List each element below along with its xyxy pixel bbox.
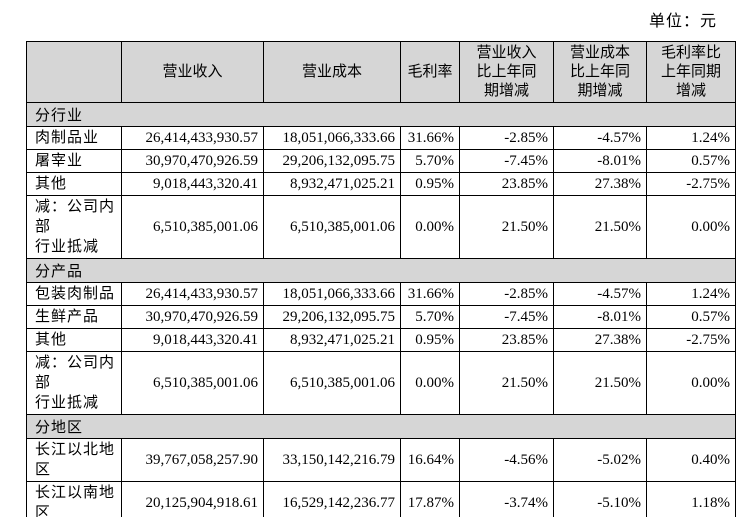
cell-cost: 29,206,132,095.75 <box>263 149 401 173</box>
cell-revenue-change: -3.74% <box>459 481 554 517</box>
row-label: 其他 <box>26 328 122 352</box>
cell-revenue-change: 23.85% <box>459 172 554 196</box>
cell-revenue: 6,510,385,001.06 <box>121 351 264 415</box>
cell-margin: 31.66% <box>400 282 460 306</box>
cell-margin: 0.95% <box>400 172 460 196</box>
cell-margin-change: 0.57% <box>646 149 736 173</box>
cell-cost: 6,510,385,001.06 <box>263 195 401 259</box>
table-row: 减：公司内部 行业抵减 6,510,385,001.06 6,510,385,001… <box>26 195 736 259</box>
cell-margin: 0.00% <box>400 351 460 415</box>
cell-revenue-change: 23.85% <box>459 328 554 352</box>
cell-cost: 29,206,132,095.75 <box>263 305 401 329</box>
cell-cost-change: 27.38% <box>553 328 647 352</box>
table-row: 其他 9,018,443,320.41 8,932,471,025.21 0.95% 2… <box>26 172 736 196</box>
row-label: 长江以北地区 <box>26 438 122 482</box>
segment-financial-table: 营业收入 营业成本 毛利率 营业收入 比上年同 期增减 营业成本 比上年同 期增… <box>26 41 736 517</box>
table-row: 生鲜产品 30,970,470,926.59 29,206,132,095.75 5.… <box>26 305 736 329</box>
row-label: 肉制品业 <box>26 126 122 150</box>
cell-cost-change: 21.50% <box>553 351 647 415</box>
unit-label: 单位：元 <box>648 13 717 30</box>
cell-cost: 6,510,385,001.06 <box>263 351 401 415</box>
cell-cost: 18,051,066,333.66 <box>263 282 401 306</box>
cell-revenue-change: 21.50% <box>459 195 554 259</box>
section-row: 分行业 <box>26 102 736 127</box>
table-row: 减：公司内部 行业抵减 6,510,385,001.06 6,510,385,001… <box>26 351 736 415</box>
cell-margin-change: -2.75% <box>646 172 736 196</box>
cell-margin: 0.00% <box>400 195 460 259</box>
table-row: 包装肉制品 26,414,433,930.57 18,051,066,333.66 3… <box>26 282 736 306</box>
cell-margin-change: 0.40% <box>646 438 736 482</box>
row-label: 其他 <box>26 172 122 196</box>
cell-revenue: 30,970,470,926.59 <box>121 305 264 329</box>
table-body: 分行业 肉制品业 26,414,433,930.57 18,051,066,333.6… <box>26 102 736 517</box>
cell-margin: 16.64% <box>400 438 460 482</box>
section-title: 分地区 <box>26 414 736 439</box>
section-title: 分产品 <box>26 258 736 283</box>
table-header: 营业收入 营业成本 毛利率 营业收入 比上年同 期增减 营业成本 比上年同 期增… <box>26 41 736 103</box>
row-label: 减：公司内部 行业抵减 <box>26 195 122 259</box>
cell-margin: 17.87% <box>400 481 460 517</box>
header-margin-change: 毛利率比 上年同期 增减 <box>646 41 736 103</box>
cell-cost-change: -5.10% <box>553 481 647 517</box>
header-margin: 毛利率 <box>400 41 460 103</box>
cell-revenue-change: -4.56% <box>459 438 554 482</box>
cell-revenue-change: -7.45% <box>459 149 554 173</box>
cell-revenue: 39,767,058,257.90 <box>121 438 264 482</box>
cell-margin: 0.95% <box>400 328 460 352</box>
cell-cost-change: 21.50% <box>553 195 647 259</box>
cell-cost-change: -4.57% <box>553 126 647 150</box>
cell-revenue-change: 21.50% <box>459 351 554 415</box>
cell-revenue: 9,018,443,320.41 <box>121 172 264 196</box>
cell-cost: 33,150,142,216.79 <box>263 438 401 482</box>
cell-revenue: 6,510,385,001.06 <box>121 195 264 259</box>
cell-cost-change: 27.38% <box>553 172 647 196</box>
cell-margin-change: 0.00% <box>646 195 736 259</box>
row-label: 长江以南地区 <box>26 481 122 517</box>
table-row: 屠宰业 30,970,470,926.59 29,206,132,095.75 5.7… <box>26 149 736 173</box>
table-row: 其他 9,018,443,320.41 8,932,471,025.21 0.95% 2… <box>26 328 736 352</box>
cell-revenue-change: -2.85% <box>459 282 554 306</box>
table-row: 长江以北地区 39,767,058,257.90 33,150,142,216.79… <box>26 438 736 482</box>
cell-cost-change: -8.01% <box>553 149 647 173</box>
row-label: 屠宰业 <box>26 149 122 173</box>
row-label: 减：公司内部 行业抵减 <box>26 351 122 415</box>
cell-cost-change: -8.01% <box>553 305 647 329</box>
cell-margin-change: 0.00% <box>646 351 736 415</box>
section-row: 分地区 <box>26 414 736 439</box>
cell-cost: 8,932,471,025.21 <box>263 328 401 352</box>
cell-cost: 18,051,066,333.66 <box>263 126 401 150</box>
header-revenue: 营业收入 <box>121 41 264 103</box>
table-row: 长江以南地区 20,125,904,918.61 16,529,142,236.77… <box>26 481 736 517</box>
cell-revenue: 30,970,470,926.59 <box>121 149 264 173</box>
cell-revenue: 26,414,433,930.57 <box>121 126 264 150</box>
cell-margin: 5.70% <box>400 149 460 173</box>
cell-revenue-change: -2.85% <box>459 126 554 150</box>
cell-revenue: 9,018,443,320.41 <box>121 328 264 352</box>
cell-cost-change: -5.02% <box>553 438 647 482</box>
cell-revenue: 20,125,904,918.61 <box>121 481 264 517</box>
header-row: 营业收入 营业成本 毛利率 营业收入 比上年同 期增减 营业成本 比上年同 期增… <box>26 41 736 103</box>
cell-margin: 5.70% <box>400 305 460 329</box>
header-revenue-change: 营业收入 比上年同 期增减 <box>459 41 554 103</box>
cell-cost-change: -4.57% <box>553 282 647 306</box>
cell-revenue: 26,414,433,930.57 <box>121 282 264 306</box>
cell-revenue-change: -7.45% <box>459 305 554 329</box>
section-row: 分产品 <box>26 258 736 283</box>
row-label: 生鲜产品 <box>26 305 122 329</box>
header-blank <box>26 41 122 103</box>
cell-cost: 16,529,142,236.77 <box>263 481 401 517</box>
table-row: 肉制品业 26,414,433,930.57 18,051,066,333.66 31… <box>26 126 736 150</box>
cell-margin: 31.66% <box>400 126 460 150</box>
cell-margin-change: 0.57% <box>646 305 736 329</box>
row-label: 包装肉制品 <box>26 282 122 306</box>
header-cost: 营业成本 <box>263 41 401 103</box>
cell-margin-change: 1.24% <box>646 126 736 150</box>
cell-cost: 8,932,471,025.21 <box>263 172 401 196</box>
cell-margin-change: 1.24% <box>646 282 736 306</box>
cell-margin-change: 1.18% <box>646 481 736 517</box>
section-title: 分行业 <box>26 102 736 127</box>
header-cost-change: 营业成本 比上年同 期增减 <box>553 41 647 103</box>
cell-margin-change: -2.75% <box>646 328 736 352</box>
